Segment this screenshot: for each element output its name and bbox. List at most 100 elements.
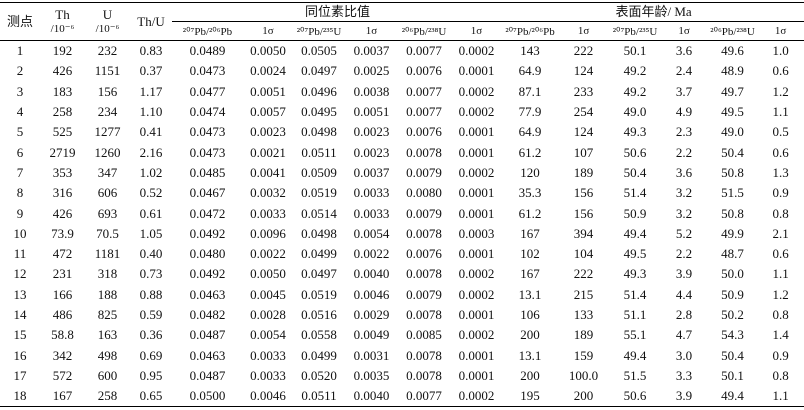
table-cell: 107 xyxy=(573,144,594,160)
table-cell: 0.0002 xyxy=(458,286,495,302)
table-cell: 50.4 xyxy=(721,144,744,160)
sub-header-row: ²⁰⁷Pb/²⁰⁶Pb 1σ ²⁰⁷Pb/²³⁵U 1σ ²⁰⁶Pb/²³⁸U 1σ ²⁰⁷… xyxy=(0,21,804,41)
table-cell: 0.0492 xyxy=(189,225,226,241)
table-cell: 0.0467 xyxy=(189,185,226,201)
table-cell: 0.65 xyxy=(130,386,172,408)
sub-header-cell: 1σ xyxy=(450,21,504,41)
sub-header-cell: 1σ xyxy=(345,21,398,41)
table-cell: 0.0487 xyxy=(189,367,226,383)
table-cell: 124 xyxy=(573,63,594,79)
table-row: 12 231 318 0.73 0.0492 0.0050 0.0497 0.0040 0.00… xyxy=(0,264,804,284)
table-cell: 106 xyxy=(520,307,540,322)
table-cell: 0.0001 xyxy=(458,63,495,79)
table-cell: 0.0002 xyxy=(458,327,495,343)
table-cell: 1.2 xyxy=(772,83,789,99)
table-cell: 0.0022 xyxy=(250,246,286,262)
table-cell: 188 xyxy=(97,286,118,302)
sub-header-cell: 1σ xyxy=(557,21,611,41)
table-row: 16 342 498 0.69 0.0463 0.0033 0.0499 0.0031 0.00… xyxy=(0,345,804,365)
table-cell: 3.3 xyxy=(675,367,693,383)
table-cell: 0.0499 xyxy=(301,347,337,363)
table-cell: 55.1 xyxy=(623,327,647,343)
table-cell: 87.1 xyxy=(518,83,542,99)
sub-header-cell: ²⁰⁷Pb/²⁰⁶Pb xyxy=(503,21,558,41)
table-cell: 0.0001 xyxy=(458,347,495,363)
table-cell: 77.9 xyxy=(518,104,542,120)
table-cell: 49.4 xyxy=(623,347,647,363)
table-cell: 50.1 xyxy=(721,367,744,383)
table-cell: 2.16 xyxy=(139,144,163,160)
table-row: 7 353 347 1.02 0.0485 0.0041 0.0509 0.0037 0.007… xyxy=(0,163,804,183)
sub-header-cell: ²⁰⁶Pb/²³⁸U xyxy=(708,21,758,41)
table-cell: 0.0001 xyxy=(458,307,495,322)
table-cell: 0.0558 xyxy=(301,327,337,343)
table-cell: 0.0023 xyxy=(250,124,286,140)
table-row: 8 316 606 0.52 0.0467 0.0032 0.0519 0.0033 0.008… xyxy=(0,183,804,203)
table-cell: 0.0463 xyxy=(189,286,226,302)
table-cell: 17 xyxy=(13,367,27,383)
table-cell: 50.6 xyxy=(610,386,661,408)
table-cell: 50.4 xyxy=(721,347,744,363)
table-cell: 49.0 xyxy=(623,104,647,120)
table-cell: 0.0078 xyxy=(406,225,442,241)
table-cell: 189 xyxy=(573,164,594,180)
table-cell: 0.0046 xyxy=(243,386,293,408)
table-cell: 12 xyxy=(13,266,27,282)
table-cell: 0.0489 xyxy=(189,43,226,59)
table-cell: 0.88 xyxy=(139,286,163,302)
table-cell: 0.0492 xyxy=(189,266,226,282)
table-cell: 0.0078 xyxy=(406,307,442,322)
table-cell: 35.3 xyxy=(518,185,542,201)
table-cell: 0.0511 xyxy=(301,144,337,160)
table-cell: 4.4 xyxy=(675,286,693,302)
table-cell: 48.7 xyxy=(721,246,744,262)
table-cell: 2.4 xyxy=(675,63,693,79)
table-cell: 70.5 xyxy=(96,225,119,241)
table-cell: 5.2 xyxy=(675,225,693,241)
table-cell: 73.9 xyxy=(51,225,74,241)
table-cell: 0.0519 xyxy=(301,185,337,201)
table-cell: 16 xyxy=(13,347,27,363)
table-cell: 0.6 xyxy=(772,63,789,79)
sub-header-cell: ²⁰⁷Pb/²⁰⁶Pb xyxy=(172,21,243,41)
table-cell: 0.0495 xyxy=(301,104,337,120)
table-cell: 13.1 xyxy=(518,286,542,302)
table-cell: 0.52 xyxy=(139,185,163,201)
table-cell: 0.0078 xyxy=(406,367,442,383)
table-cell: 0.0482 xyxy=(189,307,226,322)
table-row: 10 73.9 70.5 1.05 0.0492 0.0096 0.0498 0.0054 0.… xyxy=(0,224,804,244)
table-cell: 0.0487 xyxy=(189,327,226,343)
table-cell: 0.0021 xyxy=(250,144,286,160)
table-cell: 0.0463 xyxy=(189,347,226,363)
table-cell: 0.8 xyxy=(772,205,789,221)
table-cell: 54.3 xyxy=(721,327,744,343)
table-cell: 49.9 xyxy=(721,225,744,241)
table-cell: 0.0040 xyxy=(345,386,398,408)
header-cell: Th/10⁻⁶ xyxy=(40,2,85,41)
table-cell: 0.0038 xyxy=(353,83,390,99)
table-cell: 183 xyxy=(52,83,73,99)
table-cell: 195 xyxy=(503,386,558,408)
table-cell: 2.1 xyxy=(772,225,789,241)
table-cell: 167 xyxy=(520,225,540,241)
table-cell: 200 xyxy=(557,386,611,408)
table-cell: 0.0473 xyxy=(189,144,226,160)
table-cell: 0.0031 xyxy=(353,347,390,363)
table-cell: 693 xyxy=(97,205,118,221)
table-cell: 50.8 xyxy=(721,164,744,180)
table-cell: 18 xyxy=(0,386,40,408)
table-cell: 2.2 xyxy=(675,144,693,160)
table-cell: 1260 xyxy=(94,144,121,160)
table-cell: 0.0496 xyxy=(301,83,337,99)
table-cell: 49.4 xyxy=(708,386,758,408)
table-cell: 0.0024 xyxy=(250,63,286,79)
table-cell: 156 xyxy=(573,205,594,221)
sub-header-cell: 1σ xyxy=(243,21,293,41)
table-cell: 49.6 xyxy=(721,43,744,59)
table-cell: 2719 xyxy=(49,144,76,160)
header-line: Th xyxy=(55,6,70,22)
header-cell: 测点 xyxy=(0,2,40,41)
table-cell: 10 xyxy=(13,225,27,241)
table-cell: 1181 xyxy=(94,246,121,262)
table-cell: 0.6 xyxy=(772,246,789,262)
